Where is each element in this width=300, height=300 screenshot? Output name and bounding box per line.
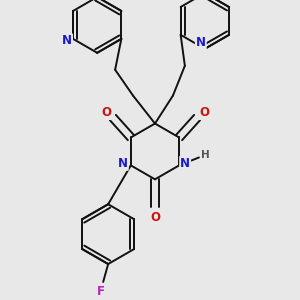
Text: N: N	[62, 34, 72, 47]
Text: O: O	[199, 106, 209, 119]
Text: N: N	[180, 157, 190, 170]
Text: O: O	[101, 106, 111, 119]
Text: H: H	[201, 150, 209, 161]
Text: N: N	[196, 36, 206, 49]
Text: N: N	[118, 157, 128, 170]
Text: F: F	[97, 285, 105, 298]
Text: O: O	[150, 211, 160, 224]
